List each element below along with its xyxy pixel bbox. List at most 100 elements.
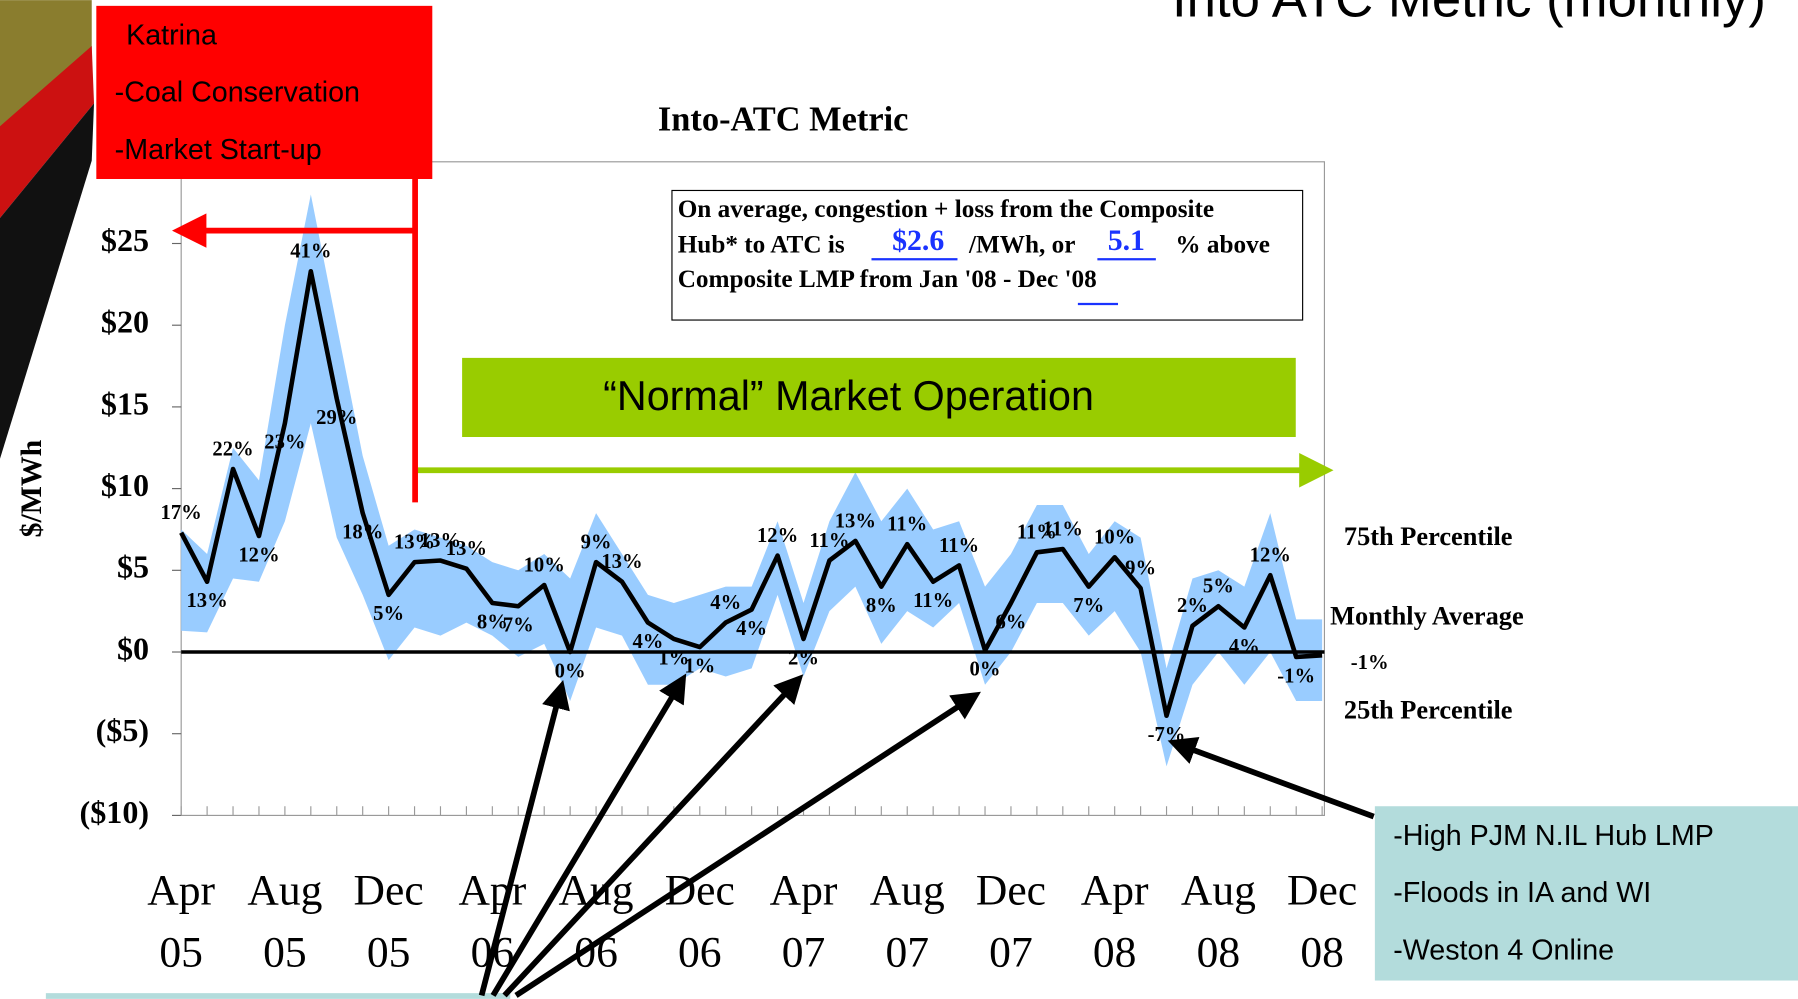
percent-label: 18% [342, 521, 383, 543]
summary-value: 5.1 [1108, 224, 1145, 257]
x-tick-label: Aug 05 [247, 867, 322, 977]
red-box-text: -Market Start-up [115, 134, 322, 166]
percent-label: 12% [238, 544, 279, 566]
y-tick-label: $0 [117, 630, 149, 666]
percent-label: 8% [477, 611, 508, 633]
summary-value: $2.6 [892, 224, 944, 257]
percent-label: 4% [632, 631, 663, 653]
pointer-arrow [502, 674, 804, 998]
summary-box [671, 189, 1304, 321]
teal-box-text: -High PJM N.IL Hub LMP [1393, 820, 1714, 852]
normal-banner [462, 357, 1296, 438]
legend-label: 75th Percentile [1344, 522, 1513, 551]
percent-label: 4% [710, 592, 741, 614]
pointer-arrow [514, 691, 981, 998]
x-tick-label: Aug 06 [559, 867, 634, 977]
pointer-arrow [1167, 736, 1375, 820]
percent-label: 10% [524, 554, 565, 576]
x-tick-label: Dec 06 [665, 867, 735, 977]
y-tick-label: ($5) [96, 712, 149, 748]
percent-label: 9% [581, 532, 612, 554]
summary-text: Hub* to ATC is [678, 231, 845, 258]
percent-label: 0% [970, 659, 1001, 681]
percent-label: 6% [995, 611, 1026, 633]
percent-label: 2% [1177, 595, 1208, 617]
percent-label: 13% [446, 538, 487, 560]
x-tick-label: Dec 05 [354, 867, 424, 977]
percent-label: 0% [555, 660, 586, 682]
percent-label: 11% [887, 514, 927, 536]
percent-label: 11% [939, 535, 979, 557]
y-tick-label: $5 [117, 549, 149, 585]
percent-label: 23% [264, 432, 305, 454]
slide-title: Into ATC Metric (monthly) [1172, 0, 1766, 28]
percent-label: 12% [1250, 545, 1291, 567]
summary-text: /MWh, or [968, 231, 1075, 258]
percent-label: 29% [316, 407, 357, 429]
percent-label: 5% [1203, 576, 1234, 598]
x-tick-label: Apr 08 [1081, 867, 1149, 977]
percent-label: 7% [503, 615, 534, 637]
percent-label: 11% [809, 530, 849, 552]
teal-box-text: -Weston 4 Online [1393, 934, 1614, 966]
red-box-text: -Coal Conservation [115, 77, 360, 109]
y-tick-label: ($10) [80, 794, 150, 830]
decor-stripe [0, 45, 95, 218]
percent-label: -1% [1277, 665, 1315, 687]
percent-label: 13% [420, 530, 461, 552]
y-tick-label: $15 [101, 385, 149, 421]
x-tick-label: Dec 07 [976, 867, 1046, 977]
summary-text: % above [1175, 231, 1270, 258]
summary-text: Composite LMP from Jan '08 - Dec '08 [678, 266, 1097, 293]
red-box-text: Katrina [126, 19, 217, 51]
percent-label: 13% [186, 590, 227, 612]
y-tick-label: $25 [101, 222, 149, 258]
percent-label: 13% [601, 551, 642, 573]
percent-label: 17% [161, 502, 202, 524]
red-box [96, 5, 433, 180]
teal-box [1374, 806, 1798, 981]
y-tick-label: $10 [101, 467, 149, 503]
y-tick-label: $20 [101, 304, 149, 340]
percent-label: -1% [1351, 652, 1389, 674]
legend-label: Monthly Average [1330, 602, 1524, 631]
percent-label: 1% [684, 655, 715, 677]
x-tick-label: Aug 07 [870, 867, 945, 977]
x-tick-label: Dec 08 [1287, 867, 1357, 977]
chart-title: Into-ATC Metric [658, 101, 909, 139]
x-tick-label: Apr 05 [147, 867, 215, 977]
percent-label: -7% [1148, 724, 1186, 746]
plot: ($10)($5)$0$5$10$15$20$25$30Apr05Aug05De… [80, 140, 1524, 976]
y-axis-label: $/MWh [15, 439, 48, 537]
percent-label: 2% [788, 647, 819, 669]
percent-label: 13% [394, 532, 435, 554]
x-tick-label: Apr 07 [770, 867, 838, 977]
percent-label: 5% [373, 603, 404, 625]
percent-label: 10% [1094, 527, 1135, 549]
summary-text: On average, congestion + loss from the C… [678, 196, 1214, 223]
percent-label: 41% [290, 241, 331, 263]
percent-label: 9% [1125, 558, 1156, 580]
percent-label: 12% [757, 525, 798, 547]
average-line [179, 268, 1323, 719]
teal-box-text: -Floods in IA and WI [1393, 877, 1651, 909]
percent-label: 8% [866, 595, 897, 617]
legend-label: 25th Percentile [1344, 696, 1513, 725]
decor-stripe [0, 103, 95, 459]
pointer-arrow [490, 673, 687, 997]
pointer-arrows [478, 673, 981, 998]
percent-label: 7% [1073, 595, 1104, 617]
percent-label: 1% [658, 647, 689, 669]
x-tick-label: Aug 08 [1181, 867, 1256, 977]
normal-label: “Normal” Market Operation [603, 373, 1094, 419]
percent-label: 11% [1043, 518, 1083, 540]
pointer-arrow [478, 679, 570, 997]
percent-label: 11% [1017, 522, 1057, 544]
percent-label: 4% [736, 618, 767, 640]
teal-box-bottom [45, 993, 511, 999]
percent-label: 22% [212, 438, 253, 460]
percent-label: 11% [913, 590, 953, 612]
percent-label: 13% [835, 510, 876, 532]
percent-label: 4% [1229, 636, 1260, 658]
